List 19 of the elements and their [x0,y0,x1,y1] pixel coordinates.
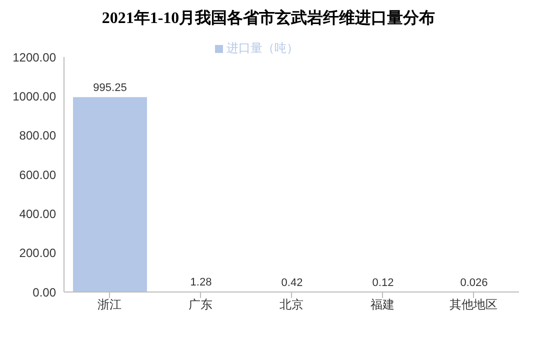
data-label: 0.12 [372,276,394,289]
data-label: 995.25 [93,82,127,94]
x-tick-label: 其他地区 [450,298,498,312]
chart-title: 2021年1-10月我国各省市玄武岩纤维进口量分布 [100,8,436,29]
data-label: 0.026 [460,276,488,289]
y-tick-label: 400.00 [19,206,56,221]
y-tick-label: 600.00 [19,168,56,182]
y-tick-label: 1200.00 [12,50,56,64]
data-label: 0.42 [281,276,303,289]
x-tick-label: 浙江 [98,298,122,312]
x-tick-label: 广东 [188,298,212,312]
y-tick-label: 0.00 [32,285,56,300]
x-tick-label: 福建 [370,298,394,312]
data-label: 1.28 [190,276,212,289]
y-tick-label: 200.00 [19,246,56,260]
y-tick-label: 1000.00 [12,89,56,104]
x-tick-label: 北京 [280,298,304,312]
legend-label: 进口量（吨） [226,41,298,55]
y-tick-label: 800.00 [19,128,56,143]
